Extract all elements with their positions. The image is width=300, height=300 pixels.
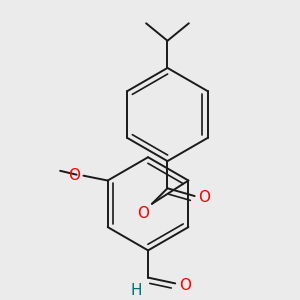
Text: O: O	[199, 190, 211, 206]
Text: O: O	[68, 168, 80, 183]
Text: H: H	[131, 284, 142, 298]
Text: O: O	[137, 206, 149, 221]
Text: O: O	[179, 278, 191, 293]
